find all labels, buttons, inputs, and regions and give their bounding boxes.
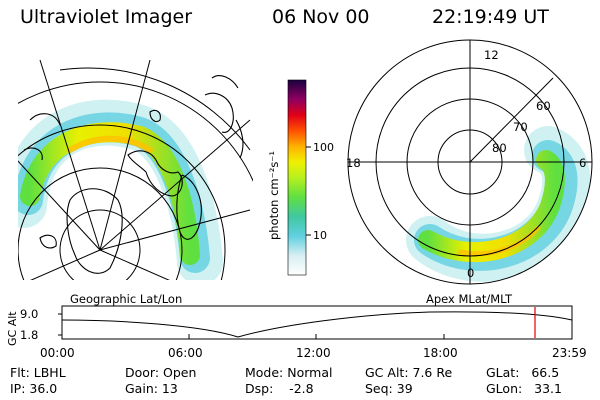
mlt-label-0: 0 <box>467 266 474 280</box>
lat-label-60: 60 <box>536 99 551 113</box>
info-dsp: Dsp: -2.8 <box>245 381 314 396</box>
alt-tick-9: 9.0 <box>20 307 38 321</box>
apex-polar-map: 12 18 6 0 60 70 80 <box>346 39 593 285</box>
geographic-map <box>18 59 253 280</box>
info-glat: GLat: 66.5 <box>486 365 560 380</box>
time-label: 22:19:49 UT <box>432 6 549 28</box>
mlt-label-6: 6 <box>579 156 586 170</box>
colorbar-tick-100: 100 <box>313 141 334 154</box>
colorbar <box>287 79 307 276</box>
mlt-label-12: 12 <box>484 48 499 62</box>
info-filter: Flt: LBHL <box>10 365 66 380</box>
alt-tick-1-8: 1.8 <box>20 328 38 342</box>
info-gc-alt: GC Alt: 7.6 Re <box>365 365 453 380</box>
date-label: 06 Nov 00 <box>272 6 370 28</box>
alt-ylabel: GC Alt <box>6 311 19 346</box>
colorbar-unit: photon cm⁻²s⁻¹ <box>267 151 281 240</box>
alt-xtick-1800: 18:00 <box>423 346 458 360</box>
altitude-curve <box>61 311 573 338</box>
alt-xtick-0600: 06:00 <box>168 346 203 360</box>
altitude-plot <box>58 305 573 340</box>
apex-label: Apex MLat/MLT <box>426 292 513 306</box>
info-gain: Gain: 13 <box>125 381 178 396</box>
alt-xtick-1200: 12:00 <box>296 346 331 360</box>
info-seq: Seq: 39 <box>365 381 413 396</box>
info-mode: Mode: Normal <box>245 365 333 380</box>
info-door: Door: Open <box>125 365 197 380</box>
mlt-label-18: 18 <box>346 156 361 170</box>
info-ip: IP: 36.0 <box>10 381 58 396</box>
lat-label-70: 70 <box>513 120 528 134</box>
info-glon: GLon: 33.1 <box>486 381 562 396</box>
lat-label-80: 80 <box>492 141 507 155</box>
colorbar-tick-10: 10 <box>313 229 327 242</box>
alt-xtick-0000: 00:00 <box>40 346 75 360</box>
instrument-title: Ultraviolet Imager <box>20 6 193 28</box>
geographic-label: Geographic Lat/Lon <box>70 292 182 306</box>
alt-xtick-2359: 23:59 <box>552 346 587 360</box>
